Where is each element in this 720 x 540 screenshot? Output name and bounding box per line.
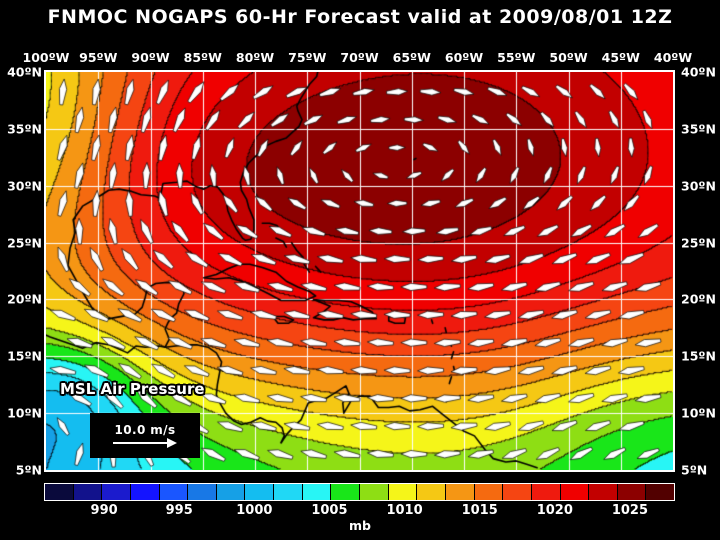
- lon-tick-label: 45ºW: [601, 50, 640, 65]
- colorbar-swatch: [302, 484, 332, 500]
- colorbar-swatch: [245, 484, 275, 500]
- colorbar-swatch: [503, 484, 532, 500]
- wind-scale-value: 10.0 m/s: [114, 423, 176, 437]
- lat-tick-label-left: 35ºN: [7, 121, 42, 137]
- lon-tick-label: 55ºW: [497, 50, 536, 65]
- colorbar-tick-label: 1025: [611, 503, 649, 518]
- colorbar-swatch: [617, 484, 647, 500]
- colorbar-tick-label: 990: [90, 503, 118, 518]
- lat-tick-label-left: 20ºN: [7, 291, 42, 307]
- lat-tick-label-left: 40ºN: [7, 64, 42, 80]
- colorbar-swatch: [102, 484, 131, 500]
- lon-tick-label: 100ºW: [22, 50, 70, 65]
- pressure-field-canvas: [46, 72, 673, 470]
- colorbar-tick-label: 1000: [236, 503, 273, 518]
- lon-tick-label: 95ºW: [79, 50, 118, 65]
- wind-scale-legend: 10.0 m/s: [90, 413, 200, 458]
- lat-tick-label-left: 30ºN: [7, 178, 42, 194]
- colorbar-swatch: [274, 484, 303, 500]
- lat-tick-label-right: 20ºN: [681, 291, 716, 307]
- lat-tick-label-right: 15ºN: [681, 348, 716, 364]
- lat-tick-label-right: 30ºN: [681, 178, 716, 194]
- lon-tick-label: 50ºW: [549, 50, 588, 65]
- colorbar-swatch: [331, 484, 361, 500]
- colorbar-swatch: [130, 484, 160, 500]
- lat-tick-label-left: 10ºN: [7, 405, 42, 421]
- colorbar-swatch: [646, 484, 675, 500]
- lat-tick-label-right: 35ºN: [681, 121, 716, 137]
- lat-tick-label-right: 25ºN: [681, 235, 716, 251]
- colorbar-tick-label: 1020: [536, 503, 573, 518]
- lat-tick-label-right: 5ºN: [681, 462, 708, 478]
- right-arrow-icon: [113, 438, 177, 448]
- colorbar: [44, 483, 675, 501]
- colorbar-swatch: [360, 484, 389, 500]
- colorbar-swatch: [188, 484, 217, 500]
- colorbar-tick-label: 1010: [386, 503, 423, 518]
- lat-tick-label-left: 5ºN: [15, 462, 42, 478]
- page-title: FNMOC NOGAPS 60-Hr Forecast valid at 200…: [47, 6, 673, 28]
- map-raster: [46, 72, 673, 470]
- colorbar-swatch: [531, 484, 561, 500]
- map-plot-area: MSL Air Pressure 10.0 m/s: [44, 70, 675, 472]
- colorbar-swatch: [388, 484, 418, 500]
- lat-tick-label-left: 15ºN: [7, 348, 42, 364]
- lon-tick-label: 90ºW: [131, 50, 170, 65]
- lon-tick-label: 40ºW: [653, 50, 693, 65]
- colorbar-swatch: [73, 484, 103, 500]
- colorbar-swatch: [589, 484, 618, 500]
- lat-tick-label-right: 40ºN: [681, 64, 716, 80]
- colorbar-swatch: [159, 484, 189, 500]
- lat-tick-label-right: 10ºN: [681, 405, 716, 421]
- colorbar-tick-label: 1015: [461, 503, 498, 518]
- colorbar-swatch: [45, 484, 74, 500]
- colorbar-tick-label: 995: [165, 503, 193, 518]
- field-label: MSL Air Pressure: [60, 380, 205, 398]
- colorbar-swatch: [445, 484, 475, 500]
- colorbar-swatch: [560, 484, 590, 500]
- lon-tick-label: 65ºW: [392, 50, 431, 65]
- colorbar-tick-label: 1005: [311, 503, 348, 518]
- colorbar-swatch: [216, 484, 246, 500]
- lon-tick-label: 85ºW: [183, 50, 222, 65]
- lon-tick-label: 60ºW: [444, 50, 484, 65]
- lon-tick-label: 70ºW: [340, 50, 379, 65]
- colorbar-unit-label: mb: [349, 518, 371, 533]
- lon-tick-label: 75ºW: [288, 50, 327, 65]
- lon-tick-label: 80ºW: [235, 50, 275, 65]
- lat-tick-label-left: 25ºN: [7, 235, 42, 251]
- colorbar-swatch: [417, 484, 446, 500]
- colorbar-swatch: [474, 484, 504, 500]
